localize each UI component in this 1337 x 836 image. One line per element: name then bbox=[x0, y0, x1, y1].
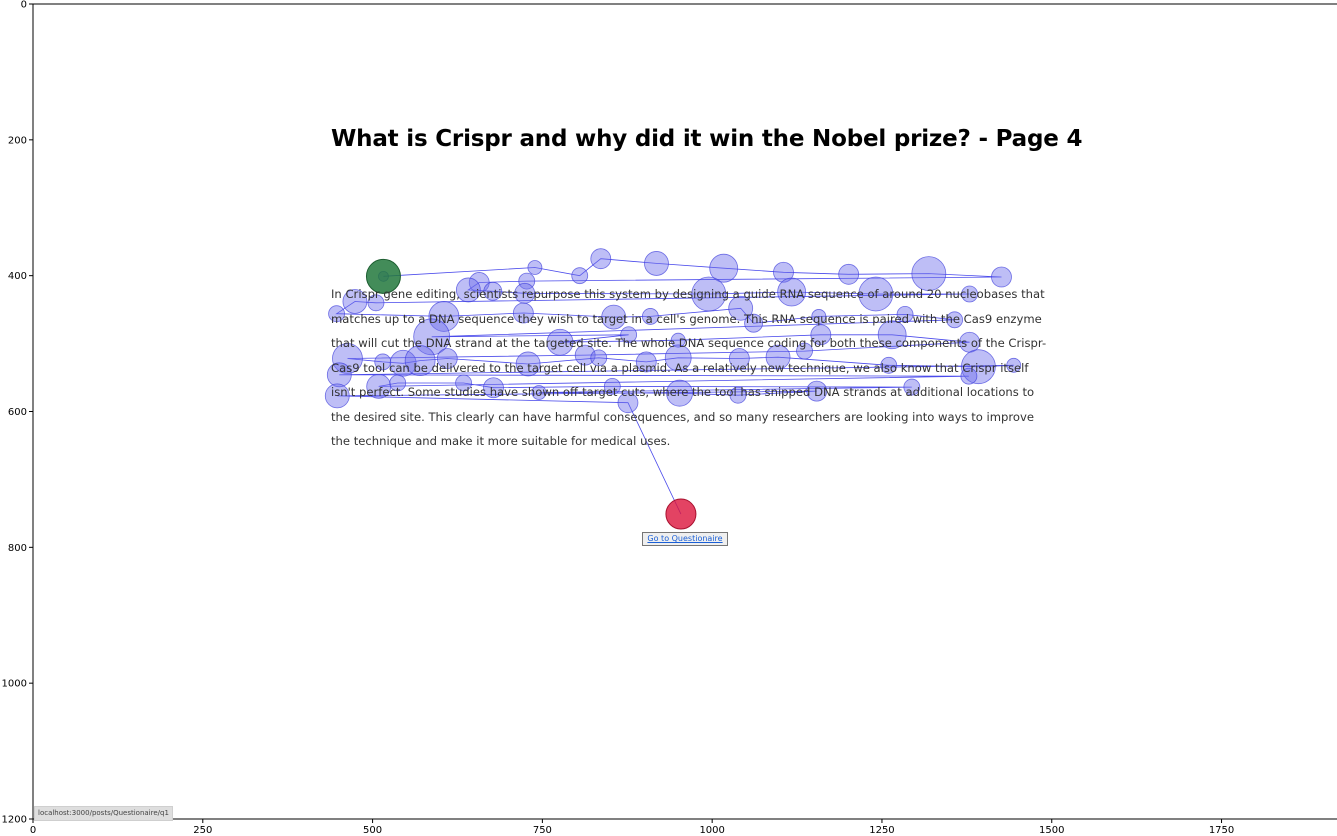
status-bar-url: localhost:3000/posts/Questionaire/q1 bbox=[34, 806, 173, 821]
fixation-point bbox=[326, 362, 352, 388]
fixation-point bbox=[838, 263, 860, 285]
go-to-questionaire-button[interactable]: Go to Questionaire bbox=[642, 532, 728, 546]
start-end-markers bbox=[365, 258, 697, 530]
x-tick-label: 0 bbox=[30, 825, 36, 836]
fixation-point bbox=[389, 374, 407, 392]
fixation-point bbox=[991, 266, 1012, 288]
x-tick-label: 1500 bbox=[1039, 825, 1064, 836]
fixation-point bbox=[961, 349, 996, 385]
fixation-point bbox=[328, 305, 345, 323]
x-tick-label: 1750 bbox=[1209, 825, 1234, 836]
y-tick-label: 800 bbox=[8, 543, 27, 554]
fixation-point bbox=[666, 379, 693, 407]
x-tick-label: 1000 bbox=[699, 825, 724, 836]
fixation-point bbox=[777, 277, 807, 307]
fixation-point bbox=[389, 349, 417, 377]
y-tick-label: 1200 bbox=[2, 815, 27, 826]
fixation-point bbox=[428, 301, 460, 332]
fixation-point bbox=[796, 342, 813, 360]
y-tick-label: 0 bbox=[21, 0, 27, 11]
fixation-point bbox=[811, 309, 827, 324]
fixation-point bbox=[527, 260, 543, 275]
fixation-point bbox=[574, 344, 596, 366]
fixation-point bbox=[729, 386, 747, 404]
fixation-point bbox=[880, 356, 898, 374]
fixation-point bbox=[603, 377, 621, 395]
x-tick-label: 250 bbox=[193, 825, 212, 836]
fixation-point bbox=[590, 248, 612, 270]
fixation-point bbox=[670, 332, 686, 348]
saccade-line bbox=[335, 258, 1014, 515]
fixation-point bbox=[546, 328, 574, 356]
fixation-point bbox=[571, 267, 589, 285]
fixation-point bbox=[728, 348, 750, 369]
fixation-point bbox=[1006, 357, 1022, 373]
x-tick-label: 500 bbox=[363, 825, 382, 836]
x-tick-label: 1250 bbox=[869, 825, 894, 836]
fixation-point bbox=[664, 344, 692, 372]
fixation-point bbox=[367, 294, 385, 312]
fixation-points bbox=[324, 248, 1022, 414]
fixation-point bbox=[709, 253, 739, 283]
end-fixation-point bbox=[665, 498, 697, 530]
y-tick-label: 600 bbox=[8, 407, 27, 418]
fixation-point bbox=[644, 251, 669, 276]
fixation-point bbox=[590, 349, 608, 367]
fixation-point bbox=[512, 302, 534, 324]
fixation-point bbox=[961, 285, 978, 303]
fixation-point bbox=[903, 378, 921, 396]
fixation-point bbox=[806, 380, 828, 402]
y-tick-label: 400 bbox=[8, 271, 27, 282]
fixation-point bbox=[641, 308, 659, 325]
fixation-point bbox=[896, 305, 914, 323]
fixation-point bbox=[728, 295, 754, 321]
fixation-point bbox=[601, 304, 627, 330]
fixation-point bbox=[436, 348, 458, 369]
y-tick-label: 1000 bbox=[2, 679, 27, 690]
fixation-point bbox=[455, 277, 481, 303]
fixation-point bbox=[483, 377, 504, 399]
fixation-point bbox=[531, 385, 547, 400]
fixation-point bbox=[773, 261, 794, 283]
fixation-point bbox=[744, 313, 763, 333]
fixation-point bbox=[635, 351, 657, 373]
fixation-point bbox=[404, 345, 436, 376]
fixation-point bbox=[858, 276, 894, 312]
fixation-point bbox=[960, 367, 978, 385]
fixation-point bbox=[617, 392, 639, 414]
article-paragraph: In Crispr gene editing, scientists repur… bbox=[331, 287, 1047, 448]
fixation-point bbox=[620, 326, 638, 344]
fixation-point bbox=[877, 320, 907, 350]
fixation-point bbox=[911, 256, 947, 292]
fixation-point bbox=[691, 276, 727, 312]
start-fixation-point bbox=[365, 258, 401, 294]
fixation-point bbox=[515, 351, 541, 377]
fixation-point bbox=[342, 289, 368, 314]
saccade-path bbox=[335, 258, 1014, 515]
fixation-point bbox=[324, 383, 350, 409]
x-tick-label: 750 bbox=[533, 825, 552, 836]
page-title: What is Crispr and why did it win the No… bbox=[331, 126, 1083, 152]
fixation-point bbox=[810, 324, 832, 346]
y-tick-label: 200 bbox=[8, 135, 27, 146]
fixation-point bbox=[374, 353, 392, 371]
fixation-point bbox=[946, 311, 964, 329]
fixation-point bbox=[483, 281, 503, 301]
fixation-point bbox=[765, 344, 791, 370]
fixation-point bbox=[455, 374, 472, 392]
fixation-point bbox=[332, 343, 363, 374]
